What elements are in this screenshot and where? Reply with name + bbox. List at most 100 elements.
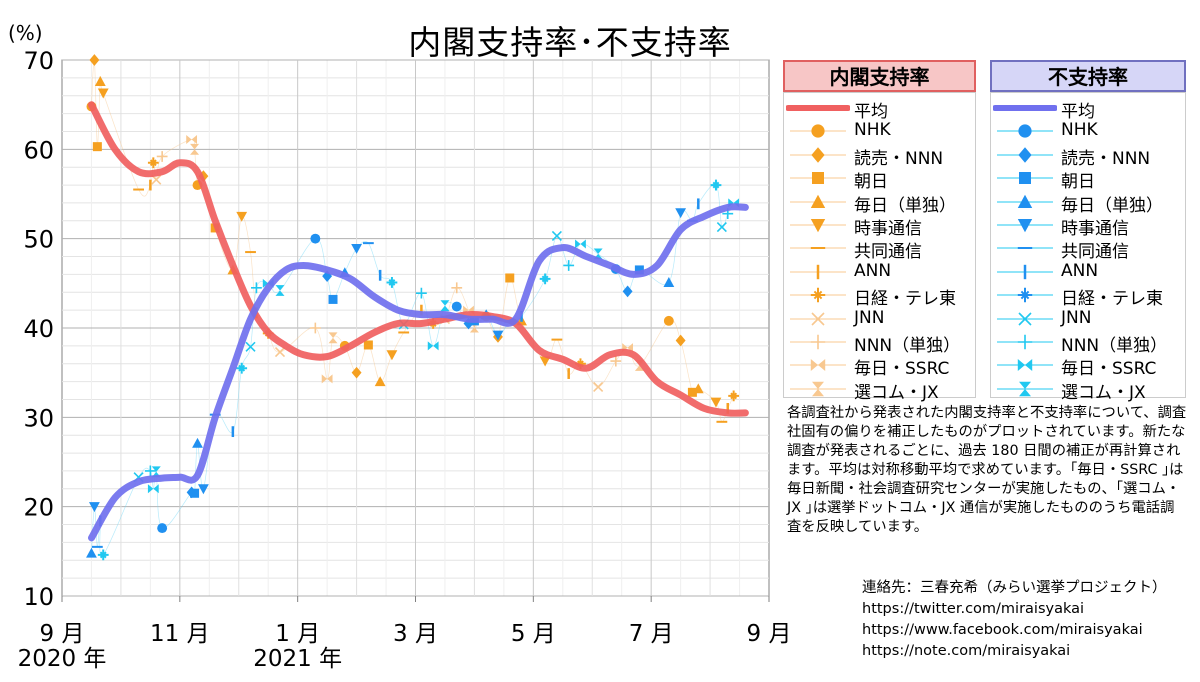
legend-label: 選コム・JX: [1061, 382, 1146, 403]
y-tick-label: 40: [23, 315, 54, 343]
legend-label: JNN: [1061, 307, 1092, 328]
disapproval-poll-point: [663, 277, 675, 287]
approval-poll-point: [94, 76, 106, 86]
disapproval-poll-point: [151, 466, 161, 478]
contact-twitter-link[interactable]: https://twitter.com/miraisyakai: [862, 601, 1085, 617]
legend-item: 毎日（単独）: [784, 190, 975, 216]
approval-poll-point: [675, 334, 686, 347]
legend-swatch: [997, 312, 1053, 326]
legend-item: 日経・テレ東: [784, 283, 975, 310]
approval-poll-point: [190, 143, 200, 155]
methodology-note: 各調査社から発表された内閣支持率と不支持率について、調査社固有の偏りを補正したも…: [787, 405, 1187, 535]
x-tick-year-label: 2020 年: [18, 646, 107, 672]
disapproval-poll-point: [634, 265, 644, 275]
legend-marker-x: [1018, 312, 1032, 326]
legend-marker-square: [1019, 172, 1031, 185]
approval-poll-point: [236, 211, 248, 222]
legend-label: 共同通信: [854, 242, 922, 263]
y-tick-label: 30: [23, 404, 54, 432]
disapproval-poll-point: [492, 330, 504, 341]
approval-poll-point: [274, 347, 286, 358]
disapproval-average-line: [88, 203, 749, 542]
legend-marker-triangle-down: [810, 219, 826, 233]
approval-poll-point: [156, 151, 168, 162]
contact-line: 連絡先：三春充希（みらい選挙プロジェクト）: [862, 580, 1167, 596]
legend-marker-triangle-down: [1017, 219, 1033, 233]
legend-approval: 平均 NHK 読売・NNN 朝日 毎日（単独） 時事通信 共同通信 ANN 日経・テレ東 JNN N…: [783, 92, 976, 403]
legend-swatch: [997, 381, 1053, 396]
legend-swatch: [997, 247, 1053, 250]
disapproval-poll-point: [563, 260, 575, 271]
disapproval-poll-point: [275, 285, 285, 296]
legend-marker-diamond: [811, 146, 825, 163]
legend-swatch: [997, 194, 1053, 208]
legend-swatch: [790, 247, 846, 250]
legend-label: 選コム・JX: [854, 382, 939, 403]
contact-facebook-link[interactable]: https://www.facebook.com/miraisyakai: [862, 622, 1143, 638]
x-tick-label: 5 月: [511, 621, 556, 647]
legend-label: 毎日（単独）: [1061, 195, 1163, 216]
disapproval-poll-point: [351, 243, 362, 254]
legend-label: 日経・テレ東: [1061, 289, 1163, 310]
legend-item: 共同通信: [784, 236, 975, 263]
legend-marker-star: [810, 287, 826, 303]
approval-poll-point: [451, 282, 463, 294]
x-tick-label: 9 月: [747, 621, 792, 647]
y-axis-unit-label: (%): [8, 21, 43, 45]
legend-swatch: [997, 146, 1053, 163]
disapproval-poll-point: [310, 233, 321, 244]
y-tick-label: 20: [23, 494, 54, 522]
approval-poll-point: [505, 273, 515, 283]
approval-poll-point: [593, 381, 604, 393]
disapproval-poll-point: [386, 277, 398, 288]
legend-label: NNN（単独）: [1061, 336, 1168, 356]
legend-item: 読売・NNN: [784, 143, 975, 169]
legend-swatch: [997, 334, 1053, 350]
contact-note-link[interactable]: https://note.com/miraisyakai: [862, 643, 1071, 659]
legend-item: 毎日・SSRC: [784, 353, 975, 380]
y-tick-label: 60: [23, 136, 54, 164]
legend-marker-bowtie-h: [1017, 359, 1033, 372]
legend-label: 読売・NNN: [1061, 148, 1151, 169]
y-tick-label: 70: [23, 47, 54, 75]
approval-poll-point: [539, 356, 551, 367]
legend-label: 日経・テレ東: [854, 289, 956, 310]
legend-label: 平均: [854, 102, 888, 122]
legend-label: 朝日: [1061, 172, 1095, 193]
legend-swatch: [993, 105, 1057, 111]
disapproval-poll-point: [97, 549, 109, 561]
legend-label: 時事通信: [1061, 219, 1129, 239]
legend-marker-triangle-up: [1017, 194, 1033, 208]
disapproval-poll-point: [551, 230, 562, 242]
legend-label: NHK: [854, 120, 891, 141]
legend-marker-circle: [1018, 124, 1032, 138]
disapproval-poll-point: [622, 285, 633, 298]
legend-label: 毎日・SSRC: [854, 359, 950, 380]
legend-swatch: [790, 194, 846, 208]
disapproval-poll-point: [144, 465, 156, 477]
y-tick-label: 10: [23, 583, 54, 611]
legend-marker-circle: [811, 124, 825, 138]
legend-marker-triangle-up: [810, 194, 826, 208]
disapproval-poll-point: [675, 208, 687, 219]
legend-item: 平均: [991, 96, 1185, 122]
approval-poll-point: [186, 135, 198, 145]
legend-item: 共同通信: [991, 236, 1185, 263]
legend-item: JNN: [991, 307, 1185, 331]
approval-poll-point: [328, 332, 338, 344]
disapproval-poll-point: [245, 341, 256, 352]
legend-swatch: [790, 219, 846, 233]
legend-item: NNN（単独）: [991, 330, 1185, 356]
legend-item: 時事通信: [784, 213, 975, 239]
legend-label: 読売・NNN: [854, 148, 944, 169]
approval-poll-point: [321, 374, 333, 384]
approval-poll-point: [463, 305, 474, 315]
legend-item: 日経・テレ東: [991, 283, 1185, 310]
legend-label: 共同通信: [1061, 242, 1129, 263]
legend-item: ANN: [991, 260, 1185, 284]
legend-marker-bowtie-v: [1019, 381, 1031, 396]
approval-poll-point: [610, 355, 622, 367]
legend-marker-bowtie-h: [810, 359, 826, 372]
disapproval-poll-point: [539, 273, 551, 285]
legend-label: ANN: [1061, 260, 1099, 281]
